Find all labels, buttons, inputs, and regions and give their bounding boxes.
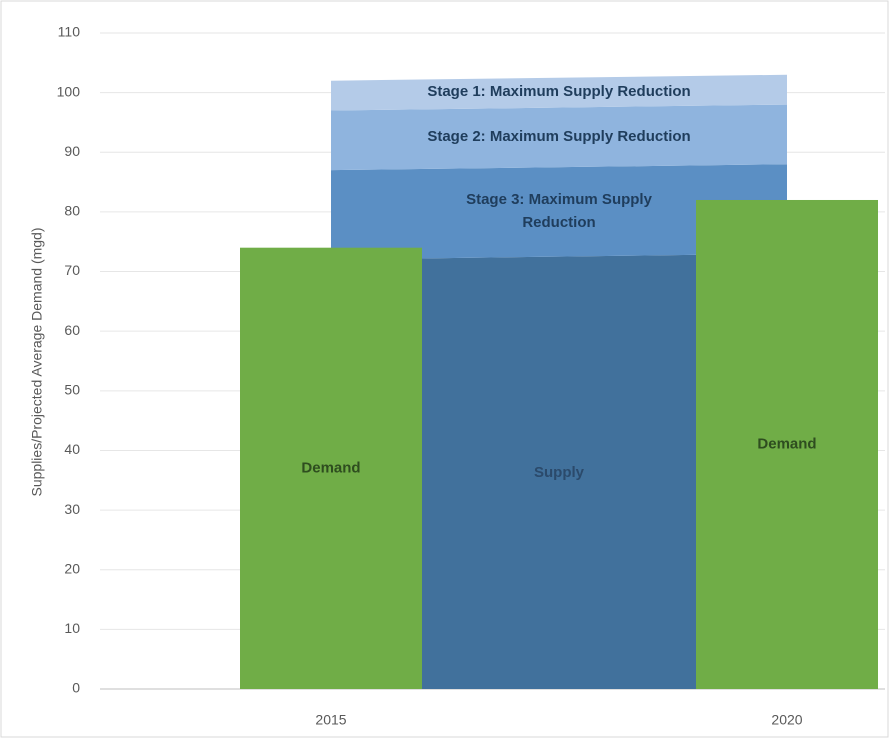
y-tick-label: 0 (72, 680, 80, 696)
area-label-box: Stage 3: Maximum Supply Reduction (466, 191, 652, 231)
area-label-box: Stage 1: Maximum Supply Reduction (427, 83, 691, 101)
bar-label: Demand (301, 459, 360, 476)
area-label: Stage 2: Maximum Supply Reduction (427, 128, 691, 146)
y-tick-label: 110 (58, 24, 81, 40)
x-tick-label: 2015 (315, 712, 346, 728)
stacked-area (331, 74, 787, 111)
y-tick-label: 30 (64, 501, 80, 517)
x-tick-label: 2020 (771, 712, 802, 728)
area-label: Supply (533, 463, 584, 481)
area-label: Stage 3: Maximum Supply Reduction (466, 191, 652, 231)
y-tick-label: 50 (64, 382, 80, 398)
area-label-box: Supply (533, 463, 584, 481)
y-tick-label: 60 (64, 322, 80, 338)
y-tick-label: 80 (64, 203, 80, 219)
area-label-box: Stage 2: Maximum Supply Reduction (427, 128, 691, 146)
bar (696, 199, 878, 689)
area-label: Stage 1: Maximum Supply Reduction (427, 83, 691, 101)
bar-label: Demand (757, 435, 816, 452)
y-tick-label: 100 (57, 83, 81, 99)
y-axis-label: Supplies/Projected Average Demand (mgd) (29, 227, 45, 496)
y-tick-label: 20 (64, 560, 80, 576)
stacked-area (331, 253, 787, 689)
y-tick-label: 70 (64, 262, 80, 278)
stacked-area (331, 164, 787, 260)
y-tick-label: 40 (64, 441, 80, 457)
y-tick-label: 90 (64, 143, 80, 159)
y-tick-label: 10 (64, 620, 80, 636)
stacked-area (331, 104, 787, 171)
bar (240, 247, 422, 689)
